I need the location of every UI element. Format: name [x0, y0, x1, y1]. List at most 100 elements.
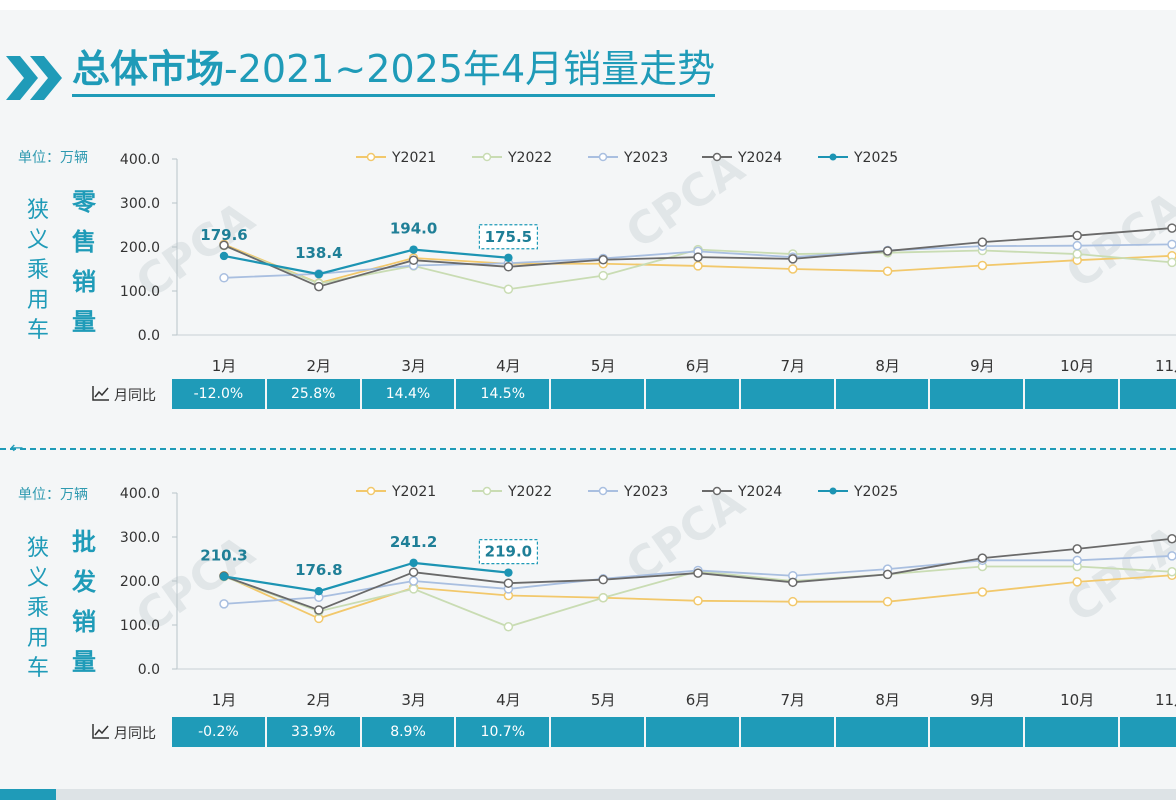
- bottom-tab-strip: [0, 789, 1176, 800]
- retail-data-label: 194.0: [390, 220, 437, 238]
- wholesale-legend-label: Y2022: [507, 484, 552, 500]
- wholesale-x-tick-label: 4月: [496, 691, 521, 709]
- retail-point-Y2024: [408, 255, 419, 265]
- retail-point-Y2024: [503, 262, 514, 272]
- retail-point-Y2025: [314, 269, 323, 279]
- wholesale-legend-label: Y2023: [623, 484, 668, 500]
- wholesale-metric-char: 批: [72, 528, 96, 556]
- wholesale-legend-marker: [366, 486, 376, 496]
- retail-legend-marker: [829, 153, 837, 161]
- retail-yoy-cell: [740, 379, 834, 409]
- wholesale-y-tick-label: 0.0: [138, 662, 160, 678]
- wholesale-point-Y2024: [1072, 544, 1082, 554]
- retail-legend-label: Y2023: [623, 150, 668, 166]
- wholesale-x-tick-label: 7月: [781, 691, 806, 709]
- wholesale-metric-char: 发: [72, 568, 96, 596]
- retail-x-tick-label: 3月: [401, 357, 426, 375]
- retail-x-tick-label: 1月: [212, 357, 237, 375]
- retail-legend-label: Y2025: [853, 150, 898, 166]
- wholesale-point-Y2025: [219, 572, 229, 581]
- retail-side-char: 车: [26, 318, 49, 343]
- wholesale-point-Y2024: [314, 605, 324, 615]
- retail-point-Y2024: [788, 254, 798, 264]
- bottom-tab[interactable]: [270, 789, 360, 800]
- retail-x-tick-label: 4月: [496, 357, 521, 375]
- wholesale-point-Y2025: [314, 587, 323, 596]
- retail-yoy-cell: -12.0%: [172, 379, 265, 409]
- wholesale-metric-char: 销: [72, 608, 96, 636]
- wholesale-legend-label: Y2024: [737, 484, 782, 500]
- retail-x-tick-label: 6月: [686, 357, 711, 375]
- wholesale-yoy-cell: [1120, 717, 1176, 747]
- wholesale-yoy-cell: 33.9%: [266, 717, 360, 747]
- top-strip: [0, 0, 1176, 10]
- wholesale-y-tick-label: 200.0: [120, 574, 160, 590]
- retail-point-Y2025: [409, 245, 418, 254]
- wholesale-point-Y2023: [408, 576, 419, 586]
- bottom-tab[interactable]: [0, 789, 56, 800]
- retail-metric-char: 量: [72, 308, 96, 336]
- retail-unit-label: 单位：万辆: [18, 150, 88, 166]
- wholesale-legend-label: Y2025: [853, 484, 898, 500]
- retail-series-Y2025: [223, 248, 509, 276]
- wholesale-yoy-cell: [551, 717, 644, 747]
- retail-point-Y2022: [503, 284, 514, 294]
- bottom-tab[interactable]: [170, 789, 260, 800]
- retail-yoy-cell: [551, 379, 644, 409]
- retail-side-char: 乘: [26, 258, 49, 283]
- double-chevron-icon: [6, 56, 62, 100]
- retail-point-Y2024: [1167, 223, 1176, 233]
- trend-chart-icon: [92, 386, 109, 401]
- wholesale-point-Y2024: [977, 553, 988, 563]
- wholesale-yoy-label: 月同比: [114, 726, 156, 742]
- watermark-text: CPCA: [1057, 516, 1176, 633]
- retail-yoy-cell: [930, 379, 1024, 409]
- wholesale-point-Y2025: [504, 568, 513, 577]
- bottom-tab[interactable]: [60, 789, 150, 800]
- wholesale-point-Y2024: [503, 578, 514, 588]
- retail-y-tick-label: 400.0: [120, 152, 160, 168]
- retail-data-label-box: [478, 224, 538, 250]
- wholesale-yoy-cell: [930, 717, 1024, 747]
- retail-point-Y2025: [219, 251, 229, 261]
- retail-yoy-cell: [1120, 379, 1176, 409]
- wholesale-yoy-cell: [740, 717, 834, 747]
- page-title-rest: -2021~2025年4月销量走势: [224, 47, 716, 91]
- wholesale-yoy-cell: 10.7%: [456, 717, 550, 747]
- retail-yoy-cell: 25.8%: [266, 379, 360, 409]
- wholesale-point-Y2021: [693, 596, 703, 606]
- retail-yoy-cell: 14.5%: [456, 379, 550, 409]
- wholesale-point-Y2021: [1072, 577, 1082, 587]
- retail-data-label: 175.5: [485, 228, 532, 246]
- retail-metric-char: 销: [72, 268, 96, 296]
- wholesale-point-Y2023: [1167, 551, 1176, 561]
- wholesale-point-Y2023: [219, 599, 229, 609]
- wholesale-side-char: 乘: [26, 596, 49, 621]
- wholesale-point-Y2023: [1072, 555, 1082, 566]
- wholesale-yoy-cell: [1025, 717, 1118, 747]
- wholesale-side-char: 义: [26, 566, 49, 591]
- wholesale-unit-label: 单位：万辆: [18, 487, 88, 503]
- retail-point-Y2024: [977, 237, 988, 247]
- retail-point-Y2022: [1072, 249, 1082, 259]
- wholesale-point-Y2022: [503, 622, 514, 632]
- trend-chart-icon: [92, 724, 109, 739]
- wholesale-data-label: 219.0: [485, 543, 532, 561]
- watermark-text: CPCA: [1057, 182, 1176, 299]
- retail-point-Y2022: [598, 270, 608, 281]
- wholesale-yoy-cell: 8.9%: [361, 717, 455, 747]
- wholesale-yoy-cell: -0.2%: [172, 717, 265, 747]
- retail-side-char: 狭: [26, 198, 49, 223]
- retail-point-Y2023: [219, 273, 229, 283]
- wholesale-point-Y2022: [408, 584, 419, 594]
- wholesale-point-Y2022: [1167, 567, 1176, 577]
- wholesale-x-tick-label: 6月: [686, 691, 711, 709]
- retail-yoy-cell: 14.4%: [361, 379, 455, 409]
- wholesale-data-label: 210.3: [200, 546, 247, 564]
- retail-yoy-row: 月同比 -12.0% 25.8% 14.4% 14.5%: [0, 379, 1176, 409]
- retail-x-tick-label: 10月: [1060, 357, 1094, 375]
- wholesale-side-char: 车: [26, 656, 49, 681]
- retail-point-Y2024: [598, 255, 608, 265]
- page-title: 总体市场-2021~2025年4月销量走势: [72, 46, 716, 97]
